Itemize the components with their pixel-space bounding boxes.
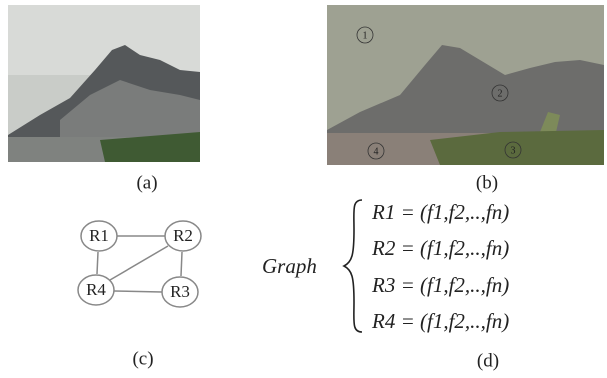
equation: R1 = (f1,f2,..,fn) bbox=[371, 200, 509, 224]
brace bbox=[344, 200, 362, 332]
figure: 1 2 3 4 (a) (b) R1 R2 R3 R4 (c) Graph R1… bbox=[0, 0, 607, 378]
caption: (b) bbox=[476, 172, 498, 193]
node-label: R1 bbox=[89, 226, 109, 245]
node-label: R2 bbox=[173, 226, 193, 245]
segmented-image: 1 2 3 4 bbox=[327, 5, 604, 165]
equation: R2 = (f1,f2,..,fn) bbox=[371, 236, 509, 260]
region-label: 3 bbox=[511, 145, 516, 156]
graph-label: Graph bbox=[262, 254, 317, 278]
region-label: 2 bbox=[498, 88, 503, 99]
region-label: 1 bbox=[363, 30, 368, 41]
node-label: R3 bbox=[170, 282, 190, 301]
caption: (a) bbox=[136, 172, 157, 193]
caption: (c) bbox=[132, 348, 153, 369]
caption: (d) bbox=[477, 350, 499, 371]
photo bbox=[8, 5, 200, 162]
node-label: R4 bbox=[86, 280, 106, 299]
equation: R3 = (f1,f2,..,fn) bbox=[371, 273, 509, 297]
region-label: 4 bbox=[374, 146, 379, 157]
equation: R4 = (f1,f2,..,fn) bbox=[371, 309, 509, 333]
